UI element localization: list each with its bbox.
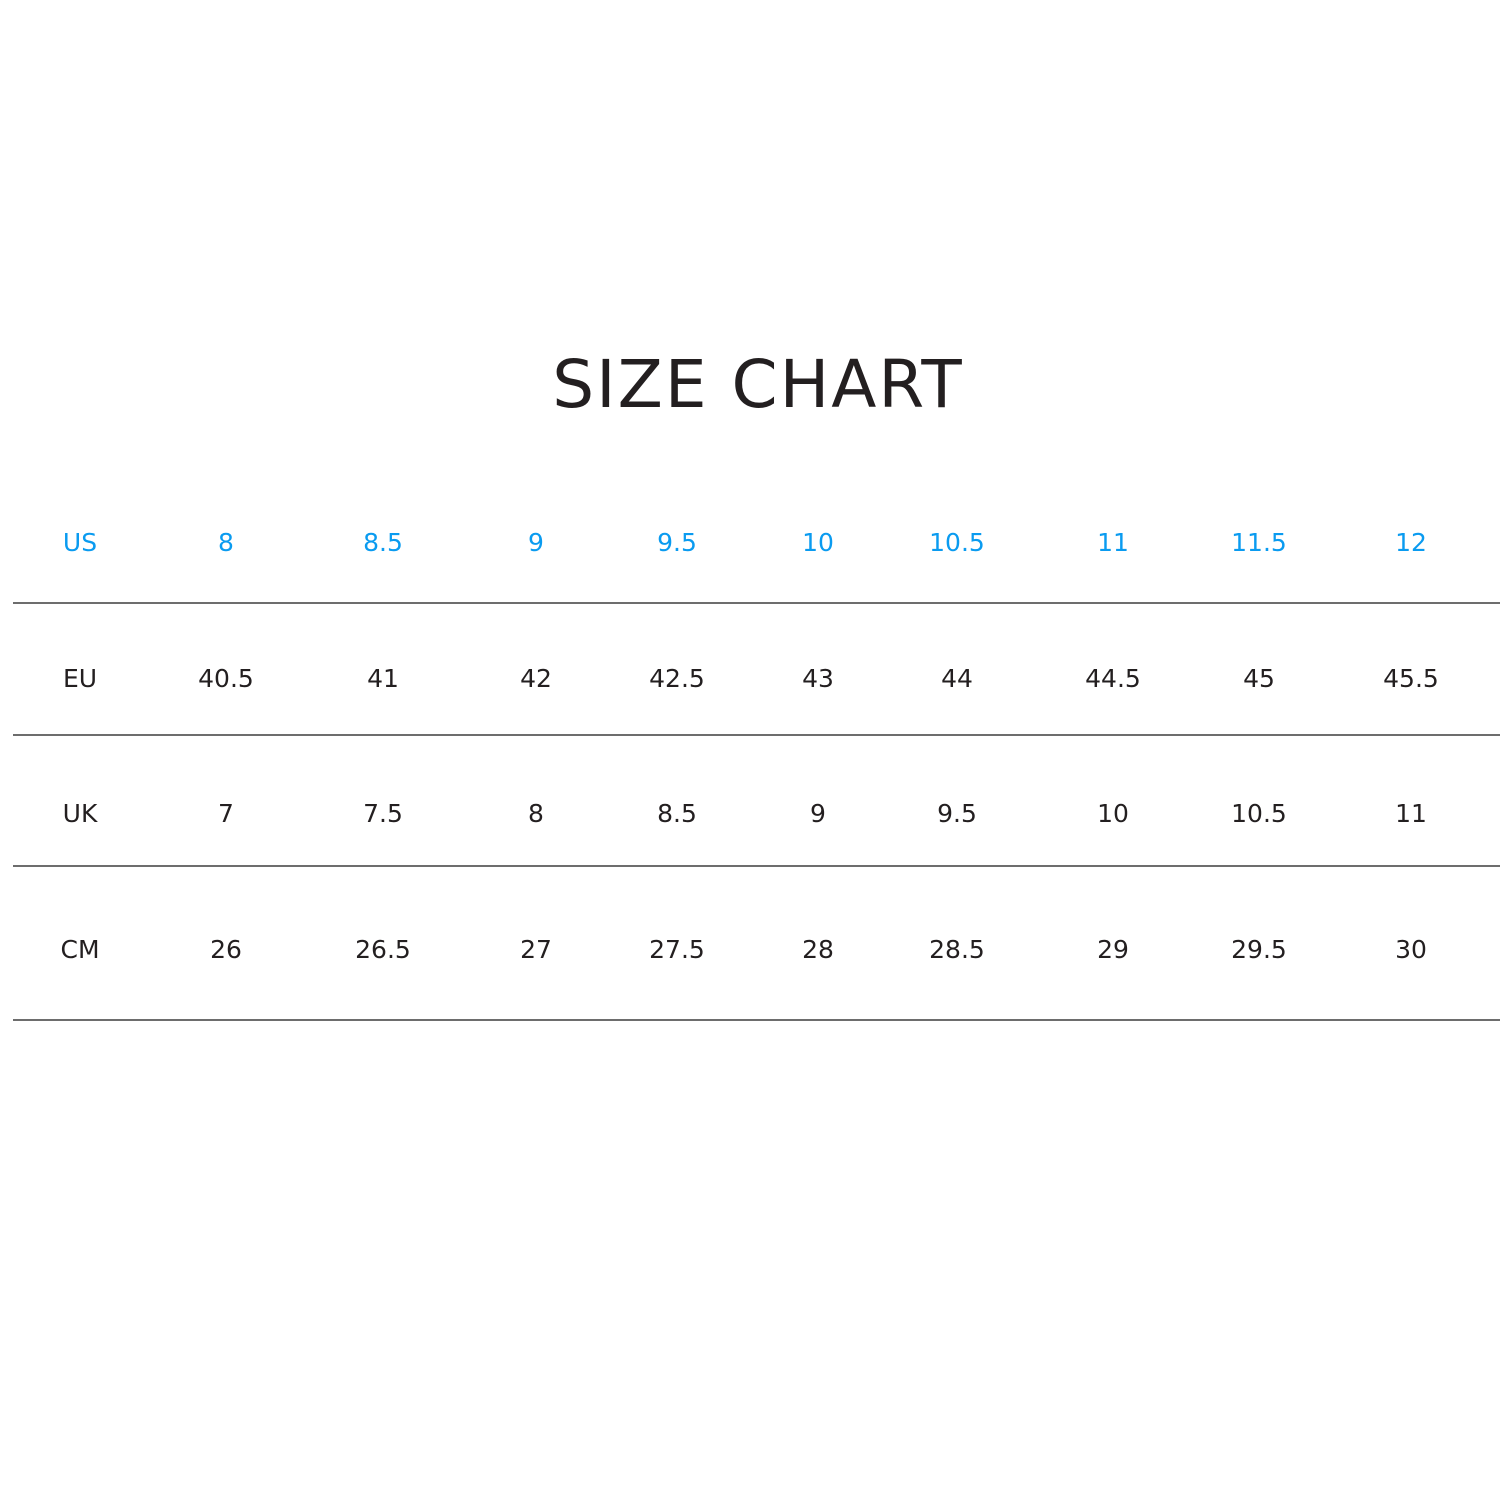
size-cell: 43 (802, 664, 834, 693)
size-cell: 26 (210, 935, 242, 964)
size-cell: 10.5 (929, 528, 985, 557)
size-cell: 45.5 (1383, 664, 1439, 693)
size-cell: 10.5 (1231, 799, 1287, 828)
row-label: UK (62, 799, 98, 828)
row-divider (13, 1019, 1500, 1021)
size-cell: 12 (1395, 528, 1427, 557)
size-cell: 44 (941, 664, 973, 693)
size-cell: 10 (802, 528, 834, 557)
size-cell: 8.5 (363, 528, 403, 557)
row-label: EU (62, 664, 98, 693)
size-cell: 8.5 (657, 799, 697, 828)
size-cell: 29 (1097, 935, 1129, 964)
size-cell: 8 (218, 528, 234, 557)
page-title: SIZE CHART (552, 346, 964, 423)
size-cell: 9 (528, 528, 544, 557)
size-cell: 26.5 (355, 935, 411, 964)
size-cell: 28 (802, 935, 834, 964)
size-cell: 41 (367, 664, 399, 693)
size-cell: 27 (520, 935, 552, 964)
size-cell: 29.5 (1231, 935, 1287, 964)
size-cell: 27.5 (649, 935, 705, 964)
row-label: CM (60, 935, 100, 964)
row-divider (13, 602, 1500, 604)
row-label: US (62, 528, 98, 557)
size-cell: 8 (528, 799, 544, 828)
size-cell: 11 (1395, 799, 1427, 828)
size-cell: 42 (520, 664, 552, 693)
size-cell: 42.5 (649, 664, 705, 693)
size-cell: 28.5 (929, 935, 985, 964)
size-cell: 11.5 (1231, 528, 1287, 557)
size-cell: 7 (218, 799, 234, 828)
size-cell: 10 (1097, 799, 1129, 828)
size-cell: 44.5 (1085, 664, 1141, 693)
size-cell: 30 (1395, 935, 1427, 964)
size-cell: 9.5 (937, 799, 977, 828)
size-cell: 11 (1097, 528, 1129, 557)
size-cell: 45 (1243, 664, 1275, 693)
row-divider (13, 734, 1500, 736)
size-cell: 9.5 (657, 528, 697, 557)
size-cell: 40.5 (198, 664, 254, 693)
size-cell: 7.5 (363, 799, 403, 828)
size-cell: 9 (810, 799, 826, 828)
row-divider (13, 865, 1500, 867)
